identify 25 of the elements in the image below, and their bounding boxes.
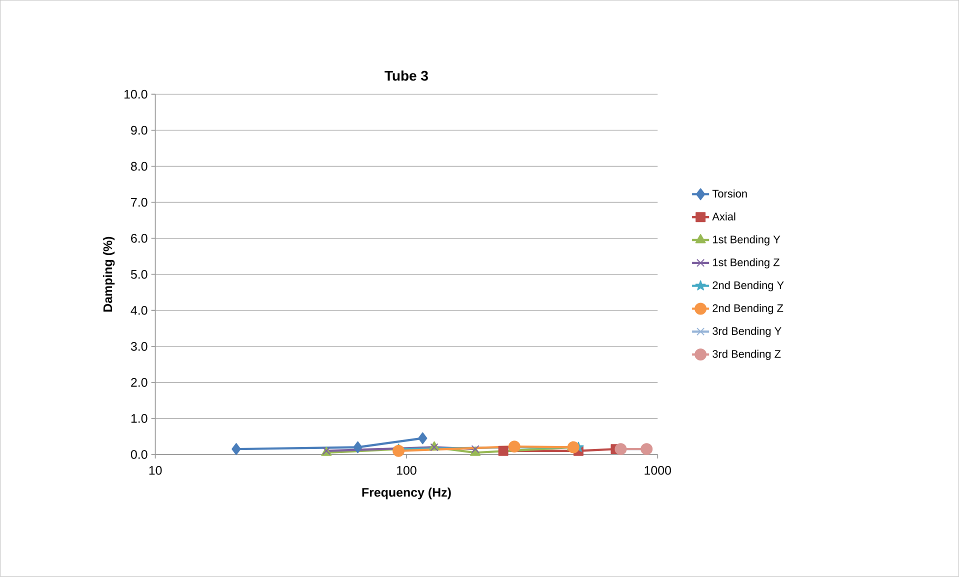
y-tick-label: 9.0: [131, 126, 148, 135]
legend-label: Axial: [712, 212, 736, 221]
y-tick-label: 10.0: [124, 90, 148, 99]
legend-label: 1st Bending Z: [712, 258, 780, 269]
legend-label: Torsion: [712, 190, 747, 198]
y-tick-label: 7.0: [131, 198, 148, 207]
legend-label: 3rd Bending Z: [712, 350, 781, 360]
y-axis-title: Damping (%): [103, 237, 115, 312]
y-tick-label: 8.0: [131, 162, 148, 171]
legend-label: 3rd Bending Y: [712, 327, 782, 338]
x-axis-title: Frequency (Hz): [362, 488, 451, 500]
y-tick-label: 1.0: [131, 414, 148, 423]
y-tick-label: 2.0: [131, 378, 148, 387]
y-tick-label: 6.0: [131, 234, 148, 243]
legend-label: 2nd Bending Y: [712, 281, 784, 292]
y-tick-label: 4.0: [130, 306, 148, 315]
legend-label: 2nd Bending Z: [712, 304, 784, 314]
x-tick-label: 1000: [644, 466, 671, 475]
x-tick-label: 10: [149, 466, 162, 475]
legend-label: 1st Bending Y: [712, 235, 780, 246]
chart-title: Tube 3: [384, 70, 428, 81]
y-tick-label: 0.0: [130, 450, 148, 460]
y-tick-label: 5.0: [130, 270, 148, 279]
x-tick-label: 100: [397, 466, 416, 475]
y-tick-label: 3.0: [130, 342, 148, 351]
